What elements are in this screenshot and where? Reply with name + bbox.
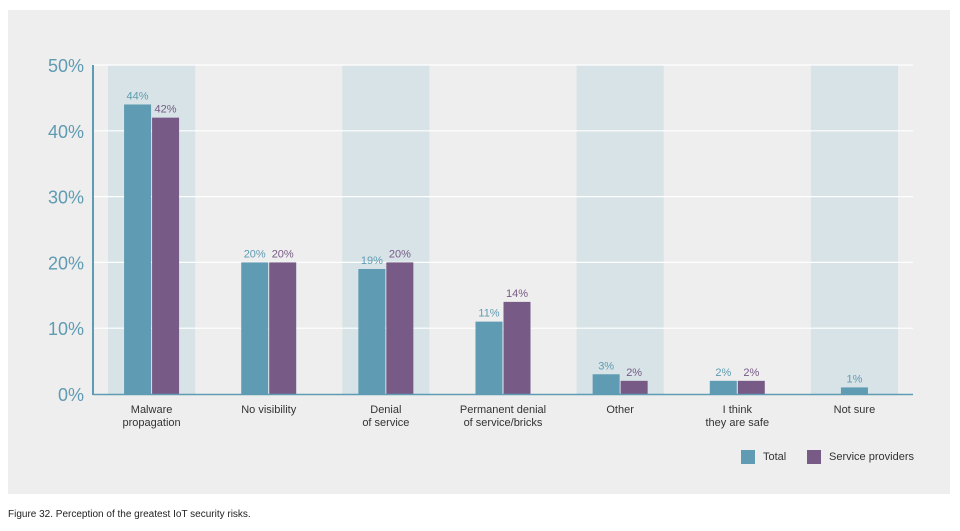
category-band [810, 65, 898, 394]
value-label: 2% [715, 367, 731, 379]
value-label: 20% [272, 248, 294, 260]
bar [709, 380, 737, 394]
y-tick-label: 0% [58, 385, 84, 405]
value-label: 19% [361, 255, 383, 267]
y-tick-label: 10% [48, 319, 84, 339]
y-tick-label: 20% [48, 253, 84, 273]
bar [620, 380, 648, 394]
legend-service-providers-label: Service providers [829, 451, 914, 463]
value-label: 3% [598, 360, 614, 372]
y-tick-label: 40% [48, 122, 84, 142]
y-tick-label: 30% [48, 188, 84, 208]
legend-service-providers-swatch [807, 450, 821, 464]
legend-service-providers: Service providers [807, 450, 914, 464]
category-band [342, 65, 430, 394]
bar [737, 380, 765, 394]
bar [386, 262, 414, 394]
category-label: Not sure [834, 404, 876, 416]
value-label: 11% [478, 308, 499, 320]
value-label: 1% [846, 373, 862, 385]
category-band [108, 65, 196, 394]
bar [269, 262, 297, 394]
figure-caption: Figure 32. Perception of the greatest Io… [8, 509, 251, 520]
value-label: 2% [626, 367, 642, 379]
bar [475, 321, 503, 394]
category-label: Other [606, 404, 634, 416]
value-label: 42% [155, 104, 177, 116]
bar [358, 268, 386, 394]
legend-total: Total [741, 450, 786, 464]
category-label: No visibility [241, 404, 297, 416]
value-label: 44% [127, 90, 149, 102]
legend-total-label: Total [763, 451, 787, 463]
category-label: Permanent denial of service/bricks [460, 404, 546, 429]
bar [840, 387, 868, 394]
value-label: 20% [389, 248, 411, 260]
bar [592, 374, 620, 394]
y-tick-label: 50% [48, 56, 84, 76]
category-label: Denial of service [362, 404, 409, 429]
category-label: Malware propagation [123, 404, 181, 429]
legend-total-swatch [741, 450, 755, 464]
value-label: 14% [506, 288, 528, 300]
value-label: 20% [244, 248, 266, 260]
category-band [576, 65, 664, 394]
bar [503, 301, 531, 394]
category-label: I think they are safe [705, 404, 769, 429]
value-label: 2% [743, 367, 759, 379]
bar [152, 117, 180, 394]
bar [124, 104, 152, 394]
bar [241, 262, 269, 394]
